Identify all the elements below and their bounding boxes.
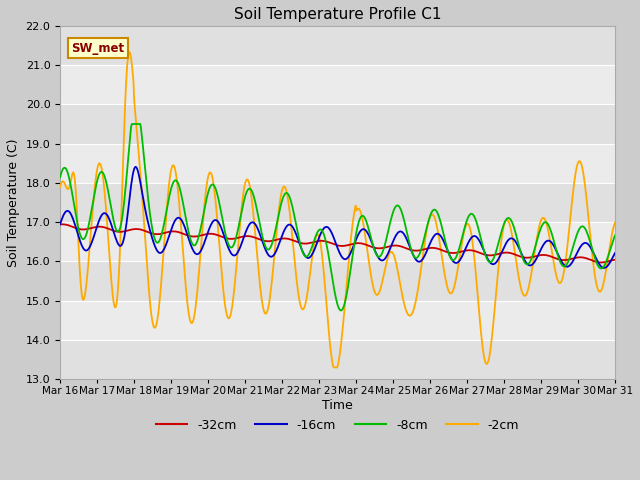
Bar [60,104,615,144]
Bar [60,262,615,300]
Bar [60,300,615,340]
Bar [60,340,615,379]
Bar [60,65,615,104]
Bar [60,222,615,262]
Y-axis label: Soil Temperature (C): Soil Temperature (C) [7,138,20,267]
X-axis label: Time: Time [322,399,353,412]
Title: Soil Temperature Profile C1: Soil Temperature Profile C1 [234,7,442,22]
Text: SW_met: SW_met [71,42,124,55]
Bar [60,26,615,65]
Legend: -32cm, -16cm, -8cm, -2cm: -32cm, -16cm, -8cm, -2cm [151,413,524,436]
Bar [60,144,615,183]
Bar [60,183,615,222]
